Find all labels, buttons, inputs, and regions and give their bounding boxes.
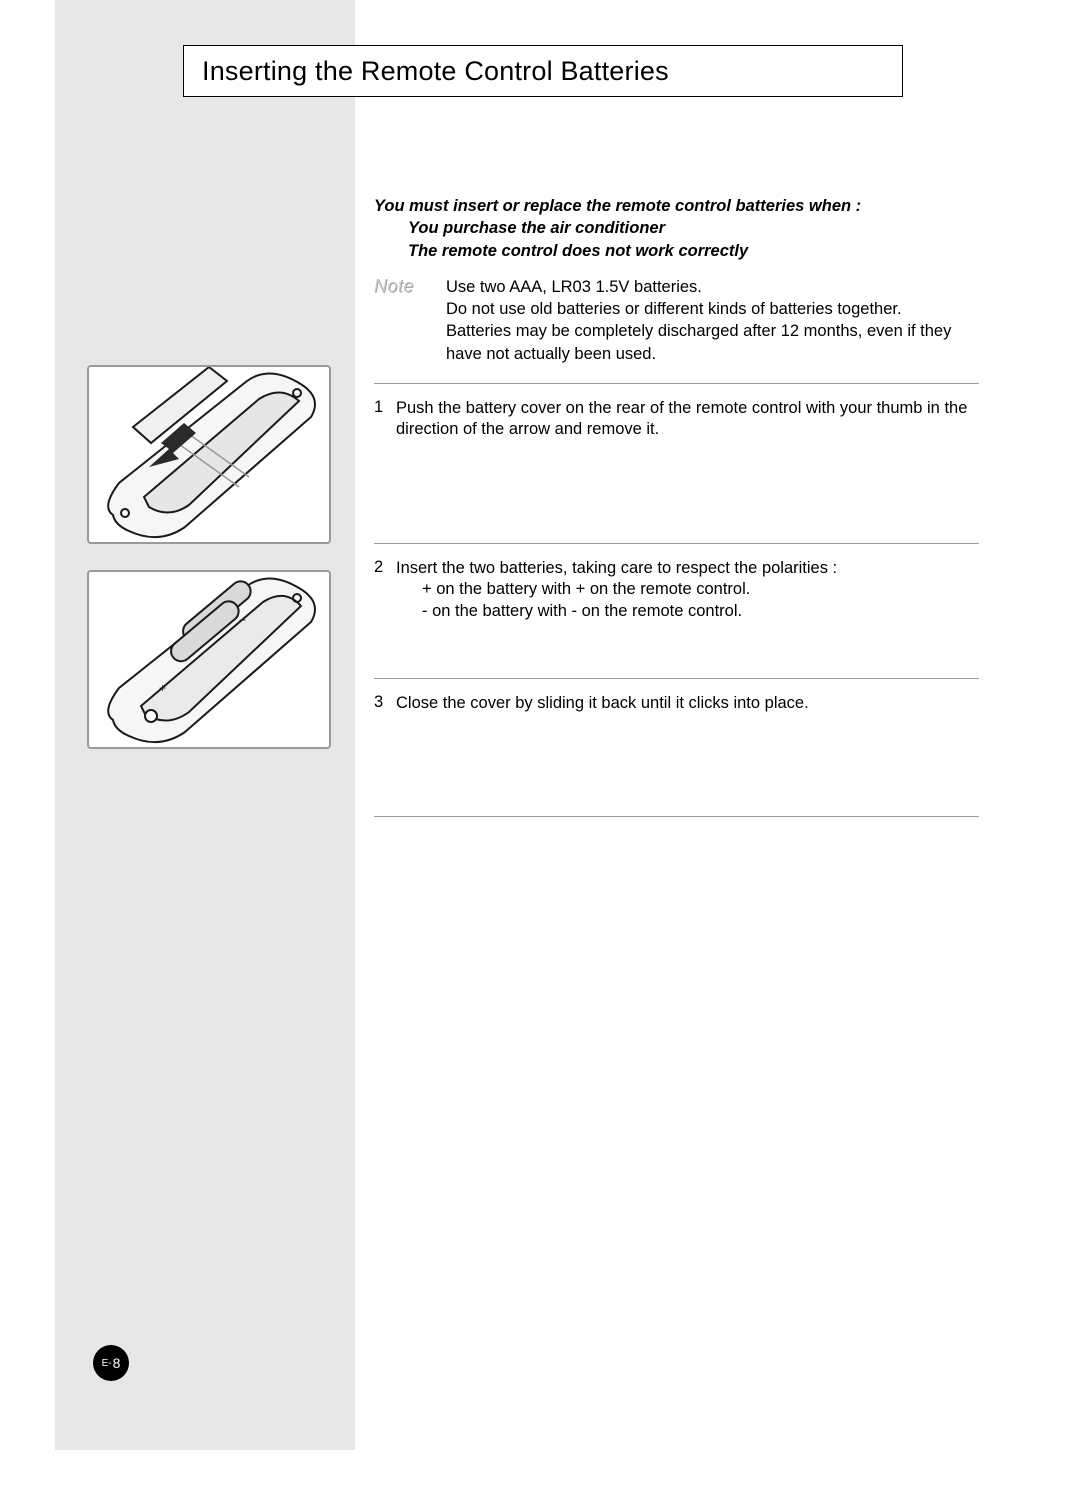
note-line1: Use two AAA, LR03 1.5V batteries. — [446, 276, 979, 298]
section-title-box: Inserting the Remote Control Batteries — [183, 45, 903, 97]
step-2-sub2: - on the battery with - on the remote co… — [396, 601, 837, 622]
divider-4 — [374, 816, 979, 817]
figure-remote-cover-removal — [87, 365, 331, 544]
svg-text:+: + — [159, 681, 166, 695]
step-2-body: Insert the two batteries, taking care to… — [396, 558, 837, 622]
step-3-body: Close the cover by sliding it back until… — [396, 693, 809, 714]
page-number-badge: E-8 — [93, 1345, 129, 1381]
step-1: 1 Push the battery cover on the rear of … — [374, 384, 979, 441]
step-1-body: Push the battery cover on the rear of th… — [396, 398, 979, 441]
step-1-number: 1 — [374, 398, 396, 441]
step-3-number: 3 — [374, 693, 396, 714]
step-2-line1: Insert the two batteries, taking care to… — [396, 558, 837, 579]
note-line2: Do not use old batteries or different ki… — [446, 298, 979, 320]
note-body: Use two AAA, LR03 1.5V batteries. Do not… — [446, 276, 979, 365]
step-2: 2 Insert the two batteries, taking care … — [374, 544, 979, 622]
page-number-value: 8 — [113, 1355, 121, 1371]
step-2-sub1: + on the battery with + on the remote co… — [396, 579, 837, 600]
intro-line-sub2: The remote control does not work correct… — [374, 240, 979, 262]
figure-remote-batteries-inserted: + − — [87, 570, 331, 749]
page-number-prefix: E- — [102, 1358, 112, 1369]
intro-line-sub1: You purchase the air conditioner — [374, 217, 979, 239]
note-block: Note Use two AAA, LR03 1.5V batteries. D… — [374, 276, 979, 365]
remote-cover-removal-icon — [89, 367, 329, 542]
note-line3: Batteries may be completely discharged a… — [446, 320, 979, 365]
step-3: 3 Close the cover by sliding it back unt… — [374, 679, 979, 714]
note-label: Note — [374, 276, 446, 365]
content-column: You must insert or replace the remote co… — [374, 195, 979, 817]
step-1-line1: Push the battery cover on the rear of th… — [396, 398, 979, 441]
step-2-number: 2 — [374, 558, 396, 622]
step-3-line1: Close the cover by sliding it back until… — [396, 693, 809, 714]
svg-text:−: − — [239, 613, 246, 627]
remote-batteries-inserted-icon: + − — [89, 572, 329, 747]
intro-line-main: You must insert or replace the remote co… — [374, 195, 979, 217]
manual-page: Inserting the Remote Control Batteries — [0, 0, 1080, 1510]
intro-block: You must insert or replace the remote co… — [374, 195, 979, 262]
section-title-text: Inserting the Remote Control Batteries — [202, 56, 669, 87]
